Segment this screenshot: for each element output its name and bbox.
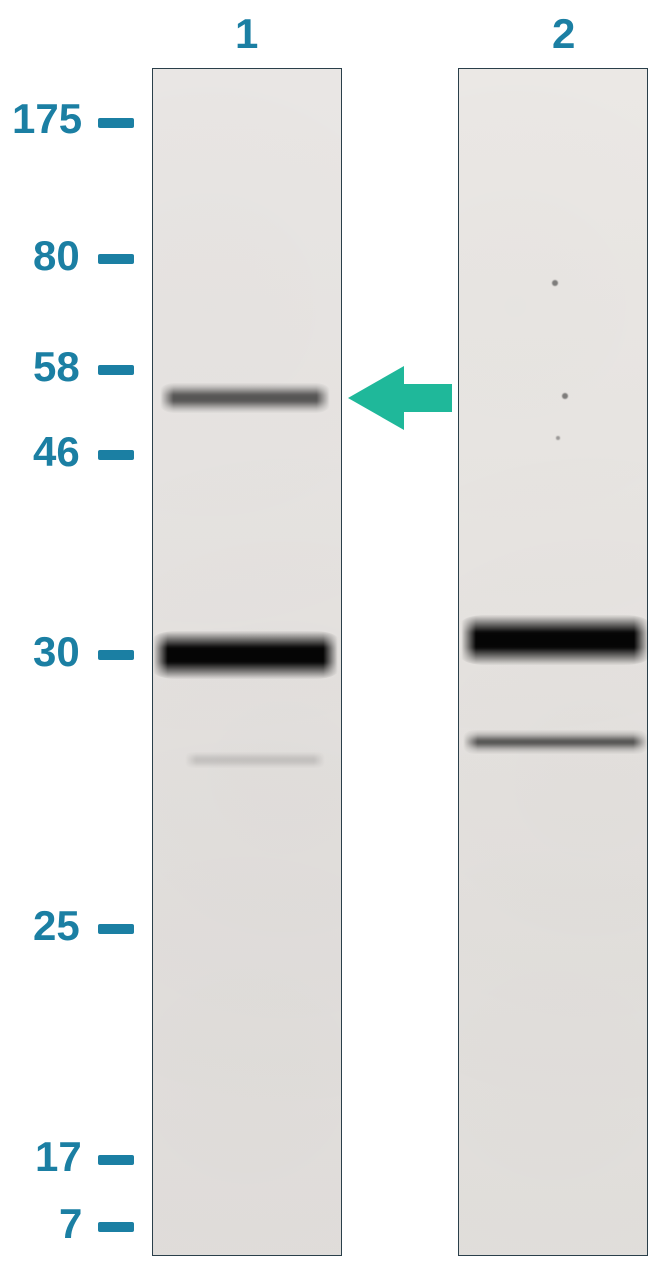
lane1-band-30kDa	[153, 631, 338, 679]
mw-marker-label: 30	[33, 628, 80, 676]
blot-speck	[562, 393, 568, 399]
mw-marker-label: 80	[33, 232, 80, 280]
target-band-arrow-icon	[348, 366, 452, 430]
mw-marker-dash	[98, 450, 134, 460]
lane-header-label: 1	[235, 10, 258, 58]
mw-marker-dash	[98, 365, 134, 375]
lane2-band-30kDa	[461, 615, 649, 665]
mw-marker-label: 7	[59, 1200, 82, 1248]
mw-marker-label: 25	[33, 902, 80, 950]
mw-marker-dash	[98, 1155, 134, 1165]
mw-marker-label: 175	[12, 95, 82, 143]
mw-marker-dash	[98, 924, 134, 934]
mw-marker-label: 17	[35, 1133, 82, 1181]
mw-marker-dash	[98, 254, 134, 264]
lane1-band-faint-27kDa	[185, 752, 325, 768]
mw-marker-label: 46	[33, 428, 80, 476]
mw-marker-dash	[98, 1222, 134, 1232]
lane-header-label: 2	[552, 10, 575, 58]
mw-marker-label: 58	[33, 343, 80, 391]
mw-marker-dash	[98, 118, 134, 128]
blot-speck	[552, 280, 558, 286]
blot-speck	[556, 436, 560, 440]
lane1-band-52kDa	[160, 383, 330, 413]
lane2-band-27kDa	[463, 730, 648, 754]
mw-marker-dash	[98, 650, 134, 660]
